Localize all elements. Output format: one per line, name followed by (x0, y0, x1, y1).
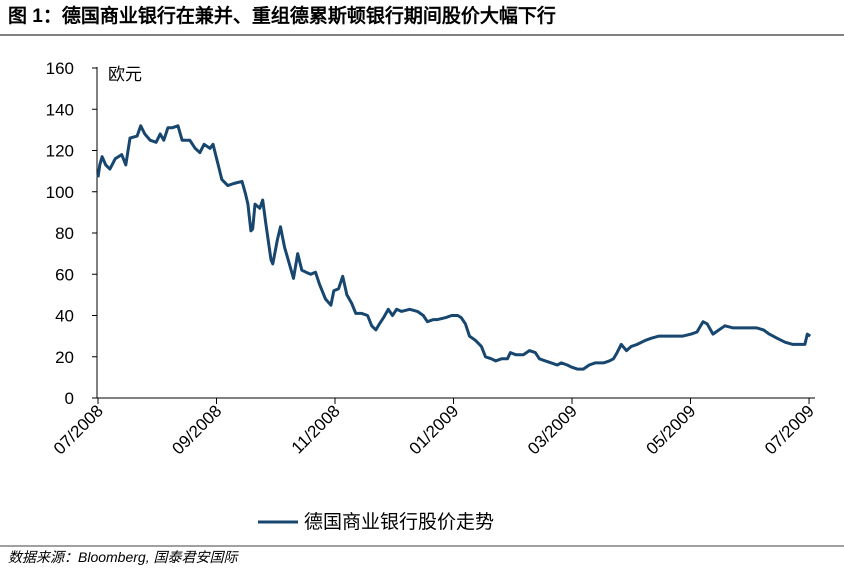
chart-title: 图 1：德国商业银行在兼并、重组德累斯顿银行期间股价大幅下行 (8, 4, 556, 27)
x-tick-label: 07/2009 (761, 401, 818, 458)
x-tick-label: 05/2009 (642, 401, 699, 458)
y-tick-label: 140 (46, 100, 74, 119)
y-tick-label: 60 (55, 265, 74, 284)
y-tick-label: 20 (55, 348, 74, 367)
y-tick-label: 120 (46, 142, 74, 161)
x-tick-label: 01/2009 (405, 401, 462, 458)
y-tick-label: 100 (46, 183, 74, 202)
y-tick-label: 40 (55, 307, 74, 326)
x-tick-label: 09/2008 (168, 401, 225, 458)
y-tick-label: 0 (65, 389, 74, 408)
y-tick-label: 80 (55, 224, 74, 243)
legend-label: 德国商业银行股价走势 (304, 511, 494, 533)
price-line (96, 124, 812, 371)
x-tick-label: 11/2008 (288, 401, 344, 457)
source-note: 数据来源：Bloomberg, 国泰君安国际 (8, 549, 239, 565)
x-tick-label: 03/2009 (524, 401, 581, 458)
x-tick-label: 07/2008 (50, 401, 107, 458)
y-tick-label: 160 (46, 59, 74, 78)
y-axis-label: 欧元 (108, 65, 142, 84)
